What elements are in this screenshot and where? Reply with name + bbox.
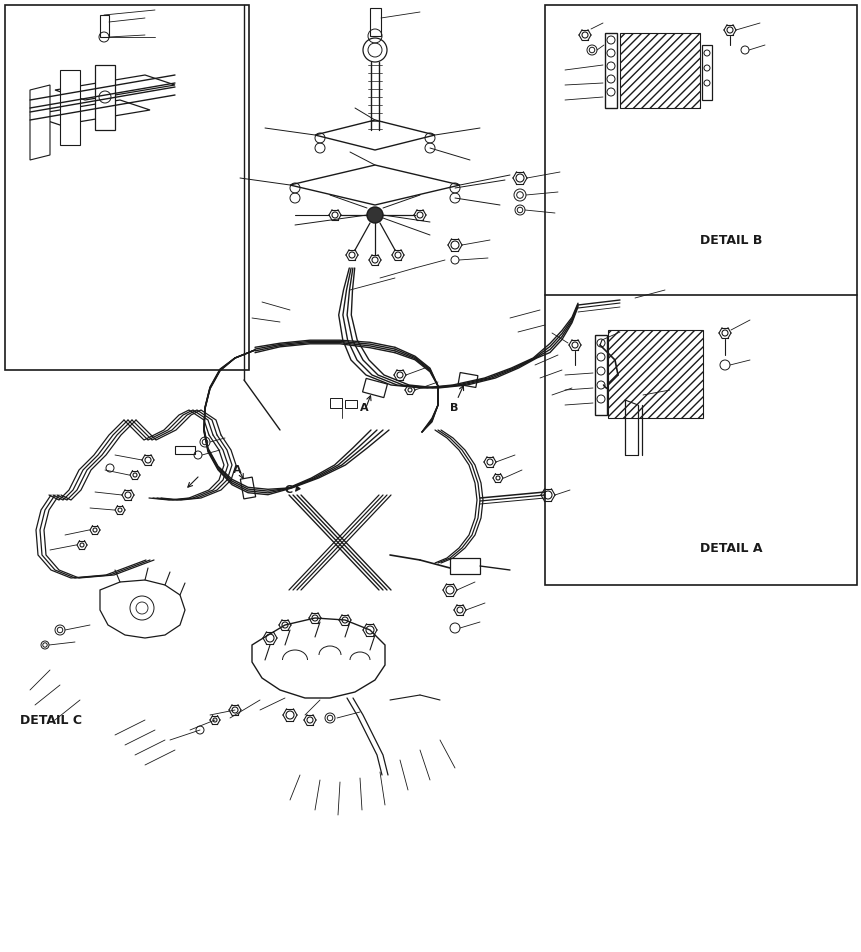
- Text: B: B: [449, 403, 458, 413]
- Bar: [175, 446, 195, 454]
- Bar: [607, 330, 703, 418]
- Text: A: A: [232, 465, 241, 475]
- Bar: [5, 5, 249, 370]
- Bar: [604, 33, 616, 108]
- Bar: [344, 400, 356, 408]
- Bar: [544, 5, 856, 585]
- Text: DETAIL A: DETAIL A: [699, 542, 762, 554]
- Polygon shape: [289, 165, 460, 205]
- Bar: [369, 8, 381, 36]
- Polygon shape: [30, 85, 50, 160]
- Polygon shape: [314, 120, 435, 150]
- Circle shape: [367, 207, 382, 223]
- Polygon shape: [95, 65, 115, 130]
- Bar: [100, 15, 108, 37]
- Text: C: C: [285, 485, 293, 495]
- Bar: [330, 398, 342, 408]
- Text: A: A: [360, 403, 369, 413]
- Bar: [449, 558, 480, 574]
- Bar: [619, 33, 699, 108]
- Bar: [594, 335, 606, 415]
- Polygon shape: [60, 70, 80, 145]
- Text: DETAIL B: DETAIL B: [699, 233, 761, 247]
- Bar: [701, 45, 711, 100]
- Text: DETAIL C: DETAIL C: [20, 713, 82, 726]
